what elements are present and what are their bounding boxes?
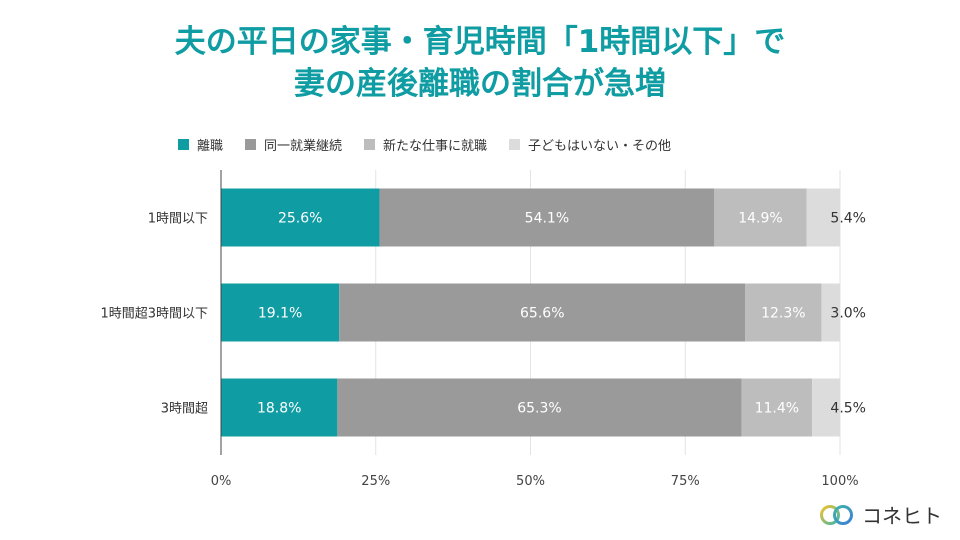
x-tick-label: 25% (361, 474, 390, 489)
data-label: 18.8% (257, 401, 301, 417)
legend-item-new-job: 新たな仕事に就職 (364, 135, 487, 154)
category-label: 1時間超3時間以下 (100, 307, 208, 322)
data-label: 3.0% (830, 306, 866, 322)
bar-segment (821, 283, 840, 342)
chart-title-line-1: 夫の平日の家事・育児時間「1時間以下」で (174, 24, 786, 60)
bar-segment (745, 283, 822, 342)
legend-swatch (245, 138, 257, 150)
data-label: 14.9% (738, 211, 782, 227)
legend-label: 新たな仕事に就職 (383, 138, 488, 154)
bar-segment (379, 188, 715, 247)
legend-label: 同一就業継続 (264, 138, 343, 154)
legend-item-rishoku: 離職 (178, 135, 223, 154)
bar-segment (741, 378, 813, 437)
legend-label: 子どもはいない・その他 (528, 138, 672, 154)
bar-segment (714, 188, 807, 247)
legend-swatch (509, 138, 521, 150)
brand-rings-icon (820, 504, 853, 525)
bar-segment (221, 378, 338, 437)
legend-swatch (178, 138, 189, 150)
chart-legend: 離職 同一就業継続 新たな仕事に就職 子どもはいない・その他 (178, 133, 693, 155)
chart-title-line-2: 妻の産後離職の割合が急増 (294, 66, 666, 102)
category-label: 1時間以下 (148, 212, 208, 227)
data-label: 12.3% (761, 306, 805, 322)
data-label: 5.4% (830, 211, 866, 227)
bar-segment (221, 283, 340, 342)
bar-segment (339, 283, 746, 342)
brand-logo: コネヒト (818, 500, 942, 529)
bar-segment (812, 378, 840, 437)
bar-segment (806, 188, 840, 247)
data-label: 54.1% (525, 211, 569, 227)
data-label: 65.3% (517, 401, 561, 417)
data-label: 11.4% (755, 401, 799, 417)
legend-swatch (364, 138, 376, 150)
data-label: 19.1% (258, 306, 302, 322)
data-label: 4.5% (830, 401, 866, 417)
x-tick-label: 100% (821, 474, 858, 489)
bar-segment (221, 188, 380, 247)
legend-item-same-job: 同一就業継続 (245, 135, 342, 154)
x-tick-label: 0% (211, 474, 232, 489)
legend-label: 離職 (197, 138, 224, 154)
x-tick-label: 50% (516, 474, 545, 489)
data-label: 65.6% (520, 306, 564, 322)
legend-item-other: 子どもはいない・その他 (509, 135, 671, 154)
category-label: 3時間超 (161, 402, 208, 417)
bar-segment (337, 378, 742, 437)
data-label: 25.6% (278, 211, 322, 227)
brand-name: コネヒト (862, 504, 942, 528)
x-tick-label: 75% (671, 474, 700, 489)
